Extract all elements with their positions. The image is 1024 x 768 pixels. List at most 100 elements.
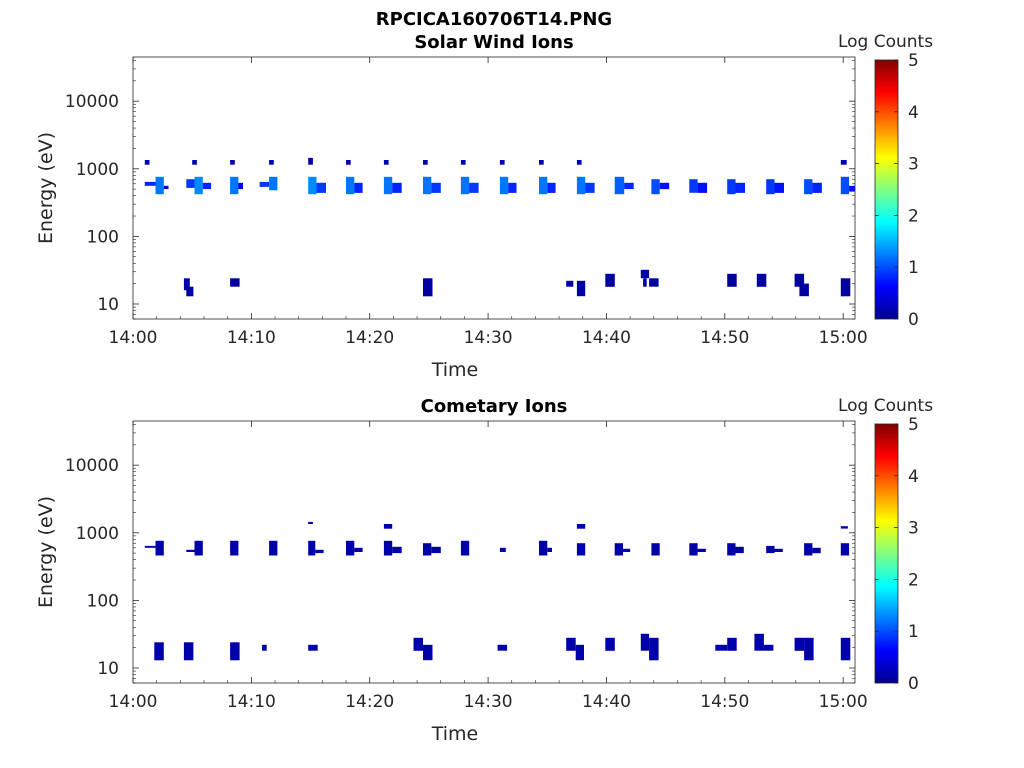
chart0-cell <box>383 160 389 165</box>
chart1-cell <box>840 526 848 529</box>
chart0-cell <box>308 157 313 165</box>
chart1-cell <box>308 540 316 556</box>
chart0-x-tick-label: 14:00 <box>109 328 158 348</box>
chart1-x-tick-label: 14:30 <box>464 692 513 712</box>
chart1-y-tick-label: 100 <box>87 591 119 611</box>
chart0-cell <box>840 160 847 165</box>
chart1-title: Cometary Ions <box>421 396 568 417</box>
chart0-cell <box>354 182 363 193</box>
chart1-colorbar-tick-label: 4 <box>908 467 919 487</box>
chart1-cell <box>640 633 650 651</box>
chart1-plot-area <box>132 420 856 684</box>
chart0-cell <box>576 160 582 165</box>
chart1-cell <box>727 637 737 651</box>
chart1-cell <box>144 545 156 548</box>
chart1-cell <box>840 637 851 661</box>
chart1-cell <box>812 547 821 554</box>
chart1-cell <box>354 547 363 552</box>
chart1-cell <box>804 543 813 556</box>
chart0-cell <box>194 176 203 195</box>
chart0-cell <box>651 179 660 195</box>
chart1-cell <box>186 549 195 552</box>
chart0-cell <box>144 181 156 186</box>
chart1-y-tick-label: 10000 <box>65 456 119 476</box>
chart0-cell <box>346 160 351 165</box>
chart1-cell <box>230 540 239 556</box>
chart0-cell <box>499 176 509 195</box>
chart0-x-tick-label: 14:40 <box>582 328 631 348</box>
chart0-y-tick-label: 10000 <box>65 92 119 112</box>
chart1-cell <box>623 548 631 552</box>
chart0-cell <box>192 160 197 165</box>
chart1-y-tick-label: 10 <box>97 659 119 679</box>
chart0-cell <box>423 278 433 297</box>
chart0-colorbar-label: Log Counts <box>838 32 933 52</box>
chart1-cell <box>727 543 736 556</box>
chart0-cell <box>585 182 595 193</box>
chart0-cell <box>186 286 194 297</box>
chart1-cell <box>804 637 814 661</box>
chart1-cell <box>460 540 470 556</box>
chart0-cell <box>804 179 813 195</box>
chart1-cell <box>715 644 728 651</box>
chart0-cell <box>183 278 190 291</box>
chart1-cell <box>576 524 586 529</box>
chart0-colorbar-tick-label: 5 <box>908 51 919 71</box>
chart0-cell <box>230 176 239 195</box>
chart0-cell <box>643 278 647 287</box>
chart1-cell <box>413 637 423 651</box>
chart1-y-tick-label: 1000 <box>76 524 119 544</box>
chart1-cell <box>383 540 393 556</box>
chart1-x-tick-label: 14:20 <box>345 692 394 712</box>
chart0-x-axis-label: Time <box>431 359 479 381</box>
chart0-cell <box>259 181 270 187</box>
chart1-x-tick-label: 15:00 <box>819 692 868 712</box>
chart0-x-tick-label: 14:30 <box>464 328 513 348</box>
chart0-cell <box>508 182 517 193</box>
chart0-cell <box>155 176 164 195</box>
chart1-cell <box>155 540 164 556</box>
chart1-cell <box>840 543 850 556</box>
chart1-colorbar-tick-label: 5 <box>908 415 919 435</box>
chart1-x-axis-label: Time <box>431 723 479 745</box>
chart1-cell <box>262 644 267 651</box>
chart1-colorbar-tick-label: 2 <box>908 570 919 590</box>
chart1-cell <box>383 524 393 529</box>
chart1-cell <box>763 644 774 651</box>
chart0-colorbar-tick-label: 4 <box>908 103 919 123</box>
chart1-cell <box>539 540 548 556</box>
chart0-cell <box>238 182 243 190</box>
chart0-cell <box>346 176 355 195</box>
chart1-cell <box>754 633 764 651</box>
chart0-colorbar-tick-label: 1 <box>908 258 919 278</box>
chart0-cell <box>849 185 855 192</box>
chart1-colorbar <box>874 423 899 684</box>
chart0-colorbar <box>874 59 899 320</box>
chart1-x-tick-label: 14:10 <box>227 692 276 712</box>
chart1-colorbar-tick-label: 3 <box>908 519 919 539</box>
chart1-x-tick-label: 14:50 <box>700 692 749 712</box>
chart0-colorbar-tick-label: 2 <box>908 206 919 226</box>
chart0-cell <box>144 160 150 165</box>
chart1-cell <box>605 637 615 651</box>
chart0-cell <box>431 182 441 193</box>
figure-title: RPCICA160706T14.PNG <box>376 9 612 30</box>
chart0-cell <box>230 160 235 165</box>
chart0-cell <box>727 179 736 195</box>
chart1-cell <box>649 637 659 661</box>
chart1-cell <box>547 547 552 552</box>
chart0-cell <box>163 185 169 190</box>
chart0-cell <box>624 182 634 190</box>
chart0-cell <box>840 278 851 297</box>
solar-wind-ions-panel: Solar Wind Ions 14:00 14:10 14:20 14:30 14:40… <box>35 32 933 381</box>
chart0-cell <box>269 160 274 165</box>
chart0-cell <box>756 273 767 287</box>
chart1-cell <box>308 521 313 524</box>
chart0-cell <box>566 280 574 287</box>
chart1-colorbar-tick-label: 0 <box>908 674 919 694</box>
chart0-cell <box>735 182 745 193</box>
chart0-cell <box>799 283 809 297</box>
chart1-cell <box>230 642 240 661</box>
chart0-y-tick-label: 1000 <box>76 160 119 180</box>
